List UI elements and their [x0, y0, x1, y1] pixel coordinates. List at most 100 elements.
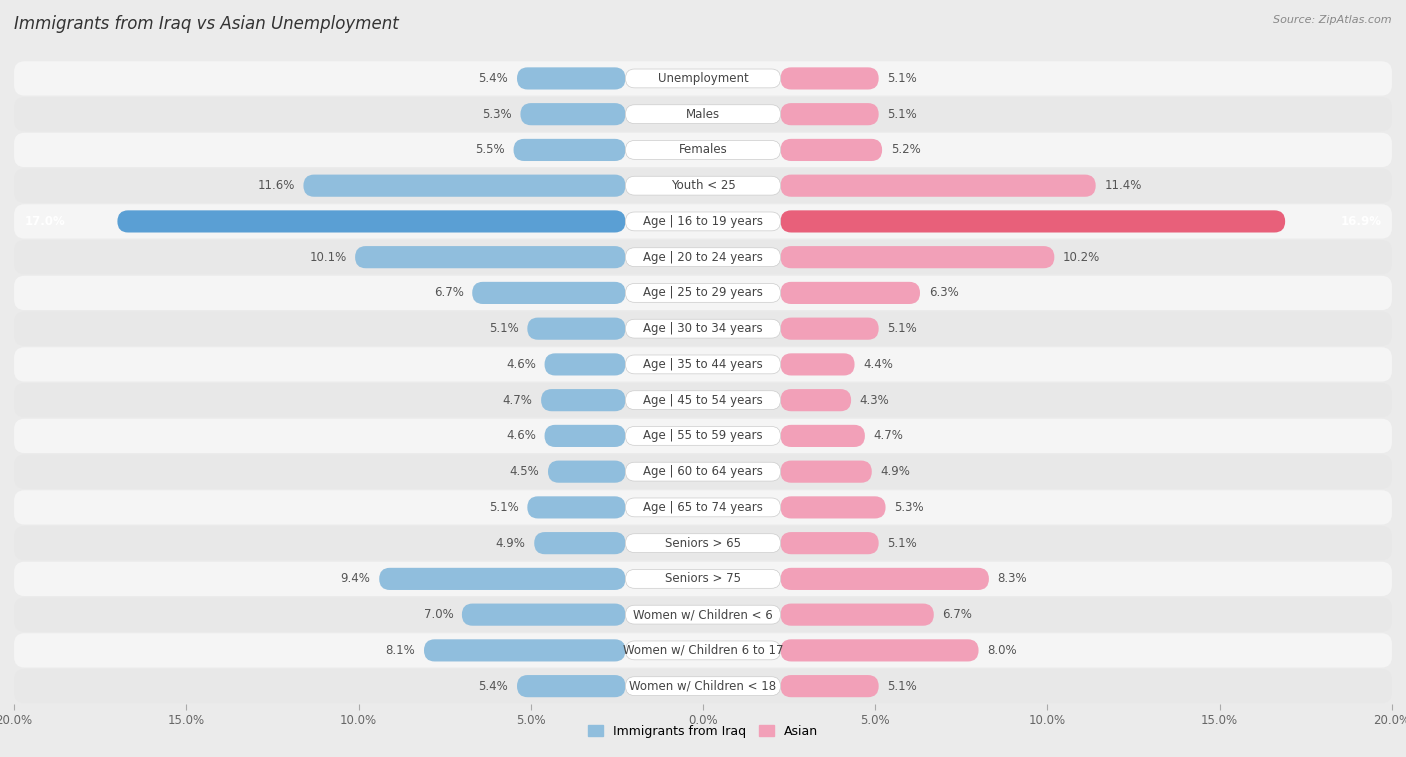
- FancyBboxPatch shape: [626, 606, 780, 624]
- Text: Females: Females: [679, 143, 727, 157]
- FancyBboxPatch shape: [14, 633, 1392, 668]
- Text: 8.1%: 8.1%: [385, 644, 415, 657]
- Text: 5.1%: 5.1%: [887, 537, 917, 550]
- Text: 5.1%: 5.1%: [887, 680, 917, 693]
- FancyBboxPatch shape: [304, 175, 626, 197]
- FancyBboxPatch shape: [780, 67, 879, 89]
- Text: Age | 65 to 74 years: Age | 65 to 74 years: [643, 501, 763, 514]
- FancyBboxPatch shape: [513, 139, 626, 161]
- Text: 5.4%: 5.4%: [478, 680, 509, 693]
- Text: 5.1%: 5.1%: [887, 72, 917, 85]
- Text: Women w/ Children < 6: Women w/ Children < 6: [633, 608, 773, 621]
- Text: 4.6%: 4.6%: [506, 358, 536, 371]
- FancyBboxPatch shape: [626, 212, 780, 231]
- FancyBboxPatch shape: [14, 240, 1392, 274]
- FancyBboxPatch shape: [626, 141, 780, 159]
- Text: 8.0%: 8.0%: [987, 644, 1017, 657]
- Text: 5.1%: 5.1%: [887, 107, 917, 120]
- Text: 5.3%: 5.3%: [482, 107, 512, 120]
- FancyBboxPatch shape: [626, 498, 780, 517]
- Text: 9.4%: 9.4%: [340, 572, 371, 585]
- FancyBboxPatch shape: [14, 562, 1392, 596]
- Text: Age | 30 to 34 years: Age | 30 to 34 years: [643, 322, 763, 335]
- Text: 6.7%: 6.7%: [433, 286, 464, 300]
- Text: 5.1%: 5.1%: [489, 501, 519, 514]
- Text: Age | 35 to 44 years: Age | 35 to 44 years: [643, 358, 763, 371]
- FancyBboxPatch shape: [527, 318, 626, 340]
- FancyBboxPatch shape: [626, 534, 780, 553]
- FancyBboxPatch shape: [626, 641, 780, 660]
- Text: 8.3%: 8.3%: [997, 572, 1028, 585]
- FancyBboxPatch shape: [14, 419, 1392, 453]
- Text: Age | 60 to 64 years: Age | 60 to 64 years: [643, 465, 763, 478]
- FancyBboxPatch shape: [548, 460, 626, 483]
- FancyBboxPatch shape: [472, 282, 626, 304]
- FancyBboxPatch shape: [117, 210, 626, 232]
- FancyBboxPatch shape: [626, 319, 780, 338]
- FancyBboxPatch shape: [14, 132, 1392, 167]
- FancyBboxPatch shape: [780, 460, 872, 483]
- Text: 5.3%: 5.3%: [894, 501, 924, 514]
- FancyBboxPatch shape: [626, 355, 780, 374]
- Text: Youth < 25: Youth < 25: [671, 179, 735, 192]
- FancyBboxPatch shape: [626, 69, 780, 88]
- Text: 17.0%: 17.0%: [24, 215, 65, 228]
- FancyBboxPatch shape: [14, 383, 1392, 417]
- FancyBboxPatch shape: [626, 176, 780, 195]
- Text: 4.9%: 4.9%: [880, 465, 910, 478]
- Text: 5.4%: 5.4%: [478, 72, 509, 85]
- FancyBboxPatch shape: [780, 532, 879, 554]
- FancyBboxPatch shape: [780, 103, 879, 125]
- Text: Immigrants from Iraq vs Asian Unemployment: Immigrants from Iraq vs Asian Unemployme…: [14, 15, 399, 33]
- Text: Age | 45 to 54 years: Age | 45 to 54 years: [643, 394, 763, 407]
- FancyBboxPatch shape: [780, 497, 886, 519]
- FancyBboxPatch shape: [14, 276, 1392, 310]
- FancyBboxPatch shape: [356, 246, 626, 268]
- FancyBboxPatch shape: [544, 425, 626, 447]
- FancyBboxPatch shape: [780, 425, 865, 447]
- Text: 6.7%: 6.7%: [942, 608, 973, 621]
- FancyBboxPatch shape: [14, 347, 1392, 382]
- Text: Source: ZipAtlas.com: Source: ZipAtlas.com: [1274, 15, 1392, 25]
- FancyBboxPatch shape: [780, 389, 851, 411]
- FancyBboxPatch shape: [14, 204, 1392, 238]
- Text: Seniors > 75: Seniors > 75: [665, 572, 741, 585]
- FancyBboxPatch shape: [780, 246, 1054, 268]
- FancyBboxPatch shape: [780, 640, 979, 662]
- Text: 10.1%: 10.1%: [309, 251, 346, 263]
- Text: 5.1%: 5.1%: [887, 322, 917, 335]
- FancyBboxPatch shape: [14, 97, 1392, 132]
- Text: 4.6%: 4.6%: [506, 429, 536, 442]
- FancyBboxPatch shape: [626, 248, 780, 266]
- FancyBboxPatch shape: [626, 391, 780, 410]
- Text: Males: Males: [686, 107, 720, 120]
- FancyBboxPatch shape: [425, 640, 626, 662]
- FancyBboxPatch shape: [626, 104, 780, 123]
- FancyBboxPatch shape: [517, 67, 626, 89]
- Text: 4.5%: 4.5%: [509, 465, 540, 478]
- Text: Age | 55 to 59 years: Age | 55 to 59 years: [643, 429, 763, 442]
- FancyBboxPatch shape: [780, 675, 879, 697]
- FancyBboxPatch shape: [626, 569, 780, 588]
- FancyBboxPatch shape: [780, 282, 920, 304]
- FancyBboxPatch shape: [14, 61, 1392, 95]
- FancyBboxPatch shape: [780, 354, 855, 375]
- FancyBboxPatch shape: [780, 139, 882, 161]
- FancyBboxPatch shape: [544, 354, 626, 375]
- Text: 4.9%: 4.9%: [496, 537, 526, 550]
- Text: 5.2%: 5.2%: [891, 143, 921, 157]
- FancyBboxPatch shape: [520, 103, 626, 125]
- FancyBboxPatch shape: [780, 603, 934, 626]
- FancyBboxPatch shape: [14, 669, 1392, 703]
- Text: 11.6%: 11.6%: [257, 179, 295, 192]
- Text: Unemployment: Unemployment: [658, 72, 748, 85]
- FancyBboxPatch shape: [780, 318, 879, 340]
- FancyBboxPatch shape: [14, 491, 1392, 525]
- Text: Seniors > 65: Seniors > 65: [665, 537, 741, 550]
- FancyBboxPatch shape: [626, 463, 780, 481]
- FancyBboxPatch shape: [534, 532, 626, 554]
- Text: 16.9%: 16.9%: [1340, 215, 1382, 228]
- Text: 7.0%: 7.0%: [423, 608, 453, 621]
- Text: Age | 16 to 19 years: Age | 16 to 19 years: [643, 215, 763, 228]
- Text: 10.2%: 10.2%: [1063, 251, 1101, 263]
